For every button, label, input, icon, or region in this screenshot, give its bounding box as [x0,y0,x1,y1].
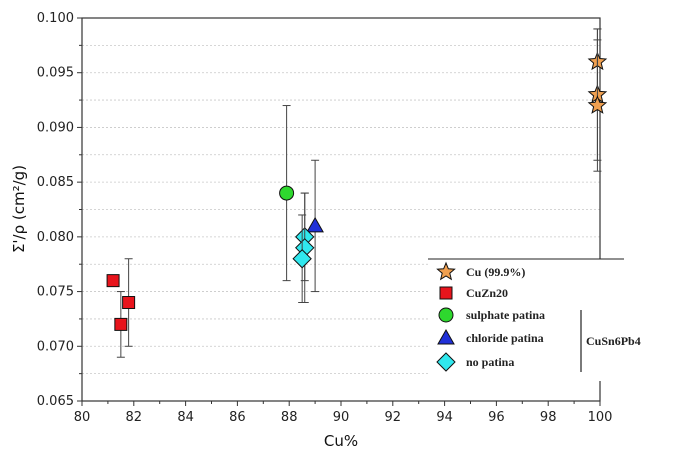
legend: Cu (99.9%) CuZn20 sulphate patina chloride … [428,258,641,381]
x-axis-title: Cu% [324,432,358,450]
x-tick-label: 98 [540,410,557,425]
y-tick-label: 0.080 [37,230,74,245]
legend-marker [439,286,453,300]
axes: 80 82 84 86 88 90 92 94 96 98 100 0.065 0.070 0.075 0.… [37,11,613,425]
data-point [106,274,120,288]
y-tick-label: 0.065 [37,394,74,409]
legend-marker [437,328,455,345]
x-tick-label: 94 [436,410,453,425]
legend-label: no patina [466,355,514,369]
group-label: CuSn6Pb4 [586,334,641,348]
legend-label: sulphate patina [466,308,545,322]
data-point [292,249,312,269]
x-tick-label: 82 [126,410,143,425]
legend-marker [438,307,454,323]
x-tick-label: 80 [74,410,91,425]
x-tick-label: 84 [177,410,194,425]
legend-label: CuZn20 [466,286,508,300]
y-tick-label: 0.070 [37,339,74,354]
x-tick-label: 86 [229,410,246,425]
x-tick-label: 96 [488,410,505,425]
x-tick-label: 90 [333,410,350,425]
data-point [114,317,128,331]
data-point [587,95,608,114]
legend-background [428,259,624,381]
legend-label: Cu (99.9%) [466,265,525,279]
legend-marker [436,261,456,281]
data-point [306,216,324,233]
x-tick-label: 100 [588,410,613,425]
y-tick-label: 0.085 [37,175,74,190]
legend-label: chloride patina [466,331,544,345]
x-tick-label: 92 [385,410,402,425]
legend-marker [436,352,456,372]
x-tick-label: 88 [281,410,298,425]
y-tick-label: 0.095 [37,66,74,81]
data-point [279,185,295,201]
y-tick-label: 0.100 [37,11,74,26]
data-points [106,28,608,358]
y-axis-title: Σ'/ρ (cm²/g) [10,165,28,253]
y-tick-label: 0.090 [37,120,74,135]
y-tick-label: 0.075 [37,285,74,300]
data-point [122,296,136,310]
